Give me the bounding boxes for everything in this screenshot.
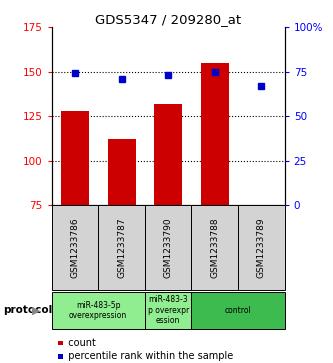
Text: GSM1233789: GSM1233789: [257, 217, 266, 278]
Text: GSM1233787: GSM1233787: [117, 217, 126, 278]
Bar: [52, 205, 98, 290]
Text: miR-483-5p
overexpression: miR-483-5p overexpression: [69, 301, 127, 320]
Bar: [201, 63, 229, 205]
Text: count: count: [62, 338, 96, 348]
Text: miR-483-3
p overexpr
ession: miR-483-3 p overexpr ession: [148, 295, 189, 325]
Text: control: control: [225, 306, 251, 315]
Bar: [98, 205, 145, 290]
Title: GDS5347 / 209280_at: GDS5347 / 209280_at: [95, 13, 241, 26]
Text: GSM1233788: GSM1233788: [210, 217, 219, 278]
Text: protocol: protocol: [3, 305, 53, 315]
Bar: [108, 139, 136, 205]
Bar: [238, 205, 285, 290]
Text: percentile rank within the sample: percentile rank within the sample: [62, 351, 233, 362]
Bar: [145, 292, 191, 329]
Bar: [145, 205, 191, 290]
Text: ▶: ▶: [32, 305, 40, 315]
Text: GSM1233790: GSM1233790: [164, 217, 173, 278]
Text: GSM1233786: GSM1233786: [70, 217, 80, 278]
Bar: [154, 104, 182, 205]
Bar: [52, 292, 145, 329]
Bar: [61, 111, 89, 205]
Bar: [191, 205, 238, 290]
Bar: [191, 292, 285, 329]
